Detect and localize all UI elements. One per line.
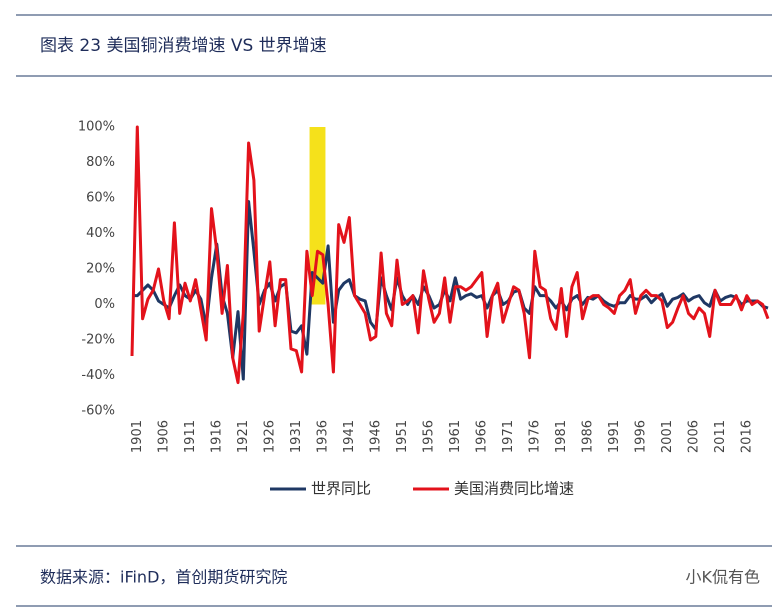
y-tick-label: 60% <box>86 191 115 206</box>
x-tick-label: 1936 <box>315 420 330 453</box>
x-tick-label: 1921 <box>236 420 251 453</box>
series-line <box>130 125 770 385</box>
x-tick-label: 1906 <box>156 420 171 453</box>
x-tick-label: 1926 <box>262 420 277 453</box>
x-tick-label: 1931 <box>289 420 304 453</box>
x-tick-label: 1901 <box>130 420 145 453</box>
x-tick-label: 2001 <box>660 420 675 453</box>
chart-title: 图表 23 美国铜消费增速 VS 世界增速 <box>40 36 327 56</box>
x-tick-label: 1961 <box>448 420 463 453</box>
x-tick-label: 1986 <box>580 420 595 453</box>
plot: 100% 80% 60% 40% 20% 0% -20% -40% -60% 1901 1906 19… <box>78 120 770 498</box>
y-tick-label: 0% <box>94 297 115 312</box>
legend-label: 美国消费同比增速 <box>454 480 574 498</box>
x-tick-label: 1971 <box>501 420 516 453</box>
x-tick-label: 2016 <box>739 420 754 453</box>
watermark: 小K侃有色 <box>686 568 761 587</box>
y-tick-label: 100% <box>78 120 115 135</box>
y-tick-label: -60% <box>81 404 115 419</box>
x-tick-label: 1991 <box>607 420 622 453</box>
x-tick-label: 1916 <box>209 420 224 453</box>
legend-label: 世界同比 <box>311 480 371 498</box>
series-line <box>132 200 769 381</box>
x-tick-label: 2011 <box>713 420 728 453</box>
y-tick-label: -40% <box>81 368 115 383</box>
x-tick-label: 1956 <box>421 420 436 453</box>
x-tick-label: 1976 <box>527 420 542 453</box>
y-tick-label: 40% <box>86 226 115 241</box>
x-tick-label: 1911 <box>183 420 198 453</box>
x-tick-label: 1946 <box>368 420 383 453</box>
x-tick-label: 1951 <box>395 420 410 453</box>
y-tick-label: 20% <box>86 262 115 277</box>
x-tick-label: 1966 <box>474 420 489 453</box>
y-tick-label: 80% <box>86 155 115 170</box>
source-note: 数据来源：iFinD，首创期货研究院 <box>40 568 287 587</box>
x-tick-label: 1981 <box>554 420 569 453</box>
x-tick-label: 2006 <box>686 420 701 453</box>
x-tick-label: 1941 <box>342 420 357 453</box>
x-tick-label: 1996 <box>633 420 648 453</box>
y-tick-label: -20% <box>81 333 115 348</box>
highlight-band <box>309 127 326 305</box>
